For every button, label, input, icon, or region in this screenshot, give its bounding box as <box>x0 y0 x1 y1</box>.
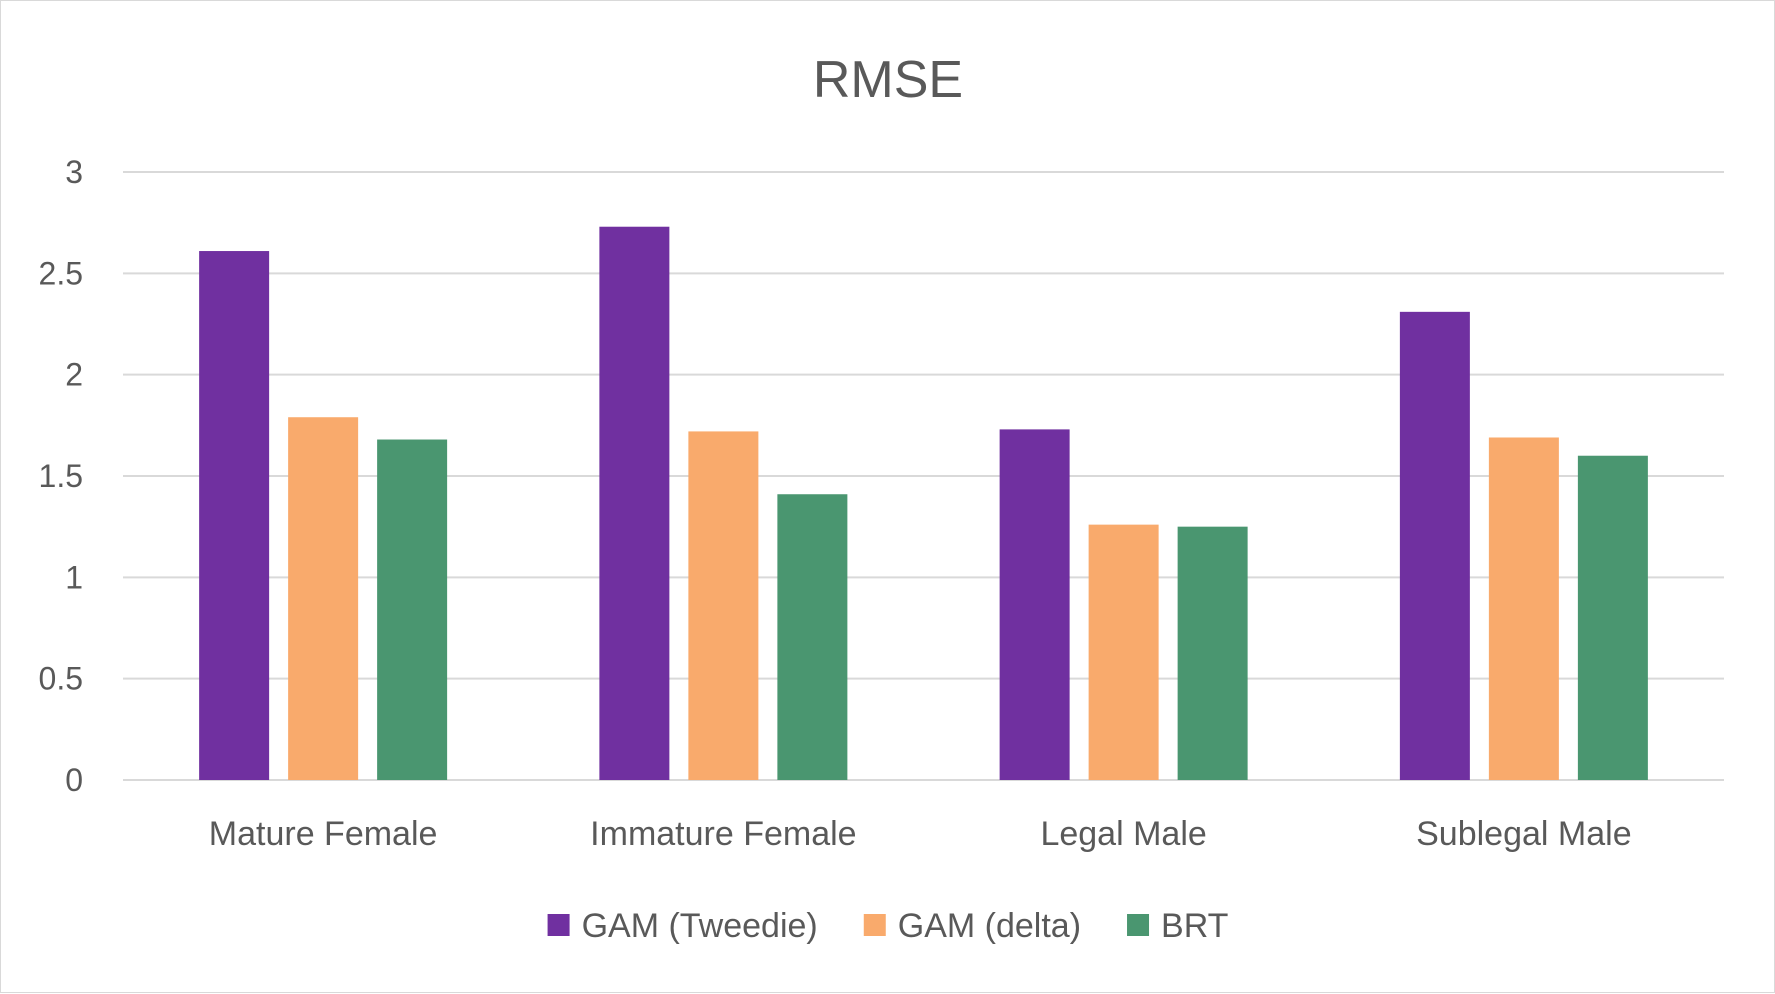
legend-label: GAM (Tweedie) <box>582 907 818 945</box>
bar <box>599 226 670 781</box>
y-tick-label: 0.5 <box>39 661 83 697</box>
y-tick-label: 1.5 <box>39 458 83 494</box>
bar <box>688 431 759 780</box>
y-axis-ticks: 0 0.5 1 1.5 2 2.5 3 <box>39 154 83 798</box>
legend-label: BRT <box>1161 907 1228 945</box>
y-tick-label: 0 <box>65 762 83 798</box>
gridlines <box>123 171 1724 781</box>
bar <box>777 494 848 780</box>
bar <box>1488 437 1559 780</box>
y-tick-label: 2.5 <box>39 255 83 291</box>
y-tick-label: 3 <box>65 154 83 190</box>
legend-swatch <box>863 914 886 936</box>
x-category-label: Sublegal Male <box>1416 815 1631 853</box>
x-category-label: Immature Female <box>590 815 856 853</box>
bar <box>199 251 270 781</box>
y-tick-label: 2 <box>65 357 83 393</box>
chart-title: RMSE <box>813 51 963 109</box>
x-axis-categories: Mature Female Immature Female Legal Male Su… <box>209 815 1632 853</box>
bar <box>999 429 1070 780</box>
legend: GAM (Tweedie) GAM (delta) BRT <box>547 907 1228 945</box>
bar <box>1088 524 1159 780</box>
legend-swatch <box>547 914 570 936</box>
bar <box>1399 311 1470 780</box>
y-tick-label: 1 <box>65 559 83 595</box>
x-category-label: Legal Male <box>1040 815 1206 853</box>
bar <box>288 417 359 780</box>
bar <box>1177 526 1248 780</box>
legend-swatch <box>1127 914 1150 936</box>
legend-label: GAM (delta) <box>898 907 1081 945</box>
bars <box>199 226 1648 781</box>
bar <box>1577 455 1648 780</box>
x-category-label: Mature Female <box>209 815 438 853</box>
bar <box>377 439 448 780</box>
